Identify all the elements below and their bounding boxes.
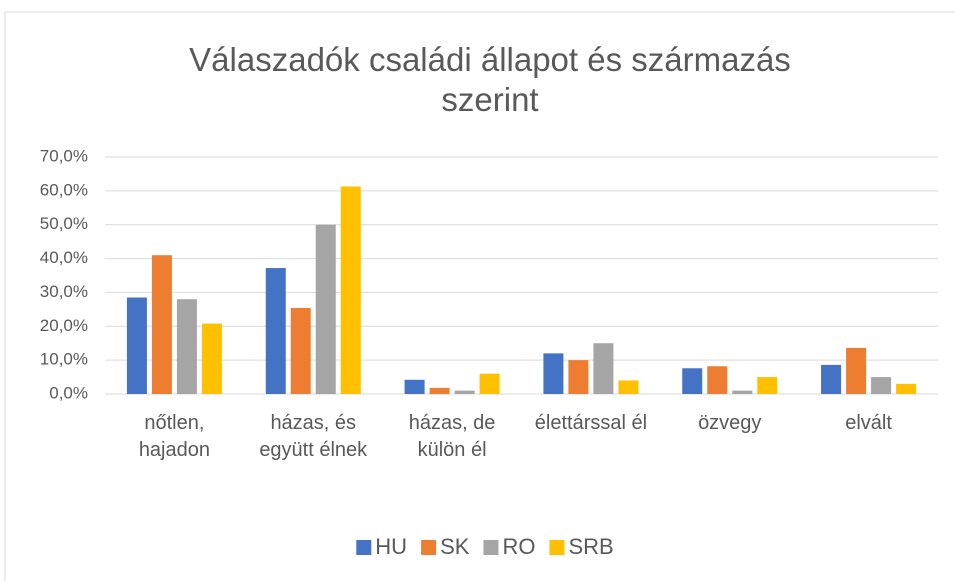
y-tick-label: 0,0%: [49, 383, 88, 402]
bar: [315, 224, 336, 394]
bar: [404, 379, 425, 394]
legend-label: SRB: [568, 534, 613, 559]
bar: [429, 387, 450, 394]
legend-swatch: [549, 540, 565, 555]
bar: [871, 377, 892, 394]
bar: [454, 390, 475, 394]
x-tick-label: élettárssal él: [534, 412, 648, 434]
y-tick-label: 70,0%: [40, 146, 88, 165]
y-tick-label: 20,0%: [40, 316, 88, 335]
bar: [340, 186, 361, 394]
bar: [896, 383, 917, 394]
bar: [265, 268, 286, 394]
bar: [846, 347, 867, 394]
chart-border: [4, 11, 955, 581]
legend-label: RO: [502, 534, 535, 559]
x-tick-label: házas, de külön él: [408, 412, 496, 461]
chart-title: Válaszadók családi állapot és származás …: [189, 41, 791, 118]
legend-swatch: [356, 540, 372, 555]
bar: [821, 364, 842, 394]
bar: [176, 299, 197, 394]
bar: [568, 360, 589, 394]
x-tick-label: özvegy: [698, 412, 762, 434]
bar: [151, 255, 172, 394]
bar: [618, 380, 639, 394]
y-tick-label: 30,0%: [40, 282, 88, 301]
bar: [707, 366, 728, 394]
bar: [290, 308, 311, 394]
bar: [682, 368, 703, 394]
bar: [757, 377, 778, 394]
x-tick-label: házas, és együtt élnek: [259, 412, 368, 461]
bar: [732, 390, 753, 394]
legend-swatch: [483, 540, 499, 555]
y-tick-label: 10,0%: [40, 350, 88, 369]
legend-label: SK: [440, 534, 470, 559]
y-tick-label: 60,0%: [40, 180, 88, 199]
bar: [126, 297, 147, 394]
x-tick-label: nőtlen, hajadon: [138, 412, 210, 461]
bar: [593, 343, 614, 394]
y-tick-label: 40,0%: [40, 248, 88, 267]
legend-swatch: [421, 540, 437, 555]
bar: [479, 373, 500, 394]
x-tick-label: elvált: [845, 412, 892, 434]
legend-label: HU: [375, 534, 407, 559]
bar: [201, 323, 222, 394]
y-tick-label: 50,0%: [40, 214, 88, 233]
bar: [543, 353, 564, 394]
